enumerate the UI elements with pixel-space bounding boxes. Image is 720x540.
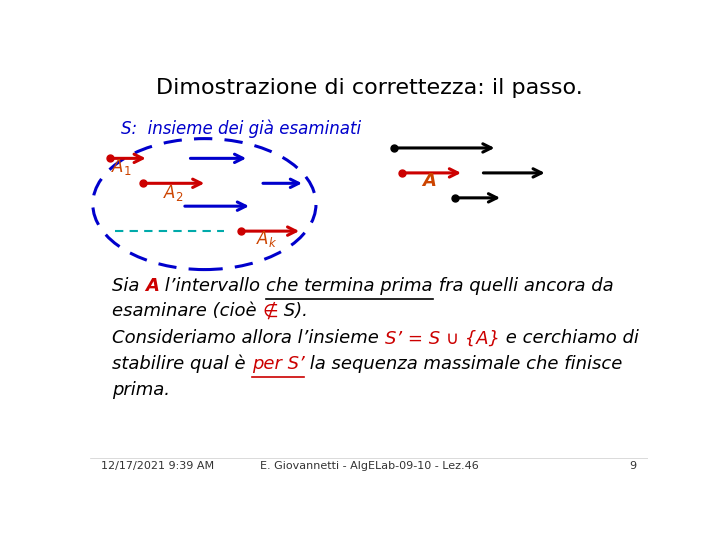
Text: la sequenza massimale che finisce: la sequenza massimale che finisce: [305, 355, 623, 373]
Text: A: A: [145, 278, 159, 295]
Text: prima.: prima.: [112, 381, 171, 399]
Text: A: A: [422, 172, 436, 190]
Text: Sia: Sia: [112, 278, 145, 295]
Text: 9: 9: [630, 462, 637, 471]
Text: esaminare (cioè: esaminare (cioè: [112, 302, 263, 320]
Text: Dimostrazione di correttezza: il passo.: Dimostrazione di correttezza: il passo.: [156, 78, 582, 98]
Text: per S’: per S’: [252, 355, 305, 373]
Text: stabilire qual è: stabilire qual è: [112, 355, 252, 373]
Text: $A_2$: $A_2$: [163, 183, 183, 203]
Text: Consideriamo allora l’insieme: Consideriamo allora l’insieme: [112, 329, 385, 347]
Text: S’ = S ∪ {A}: S’ = S ∪ {A}: [385, 329, 500, 347]
Text: $A_k$: $A_k$: [256, 230, 278, 249]
Text: ∉: ∉: [263, 302, 279, 320]
Text: E. Giovannetti - AlgELab-09-10 - Lez.46: E. Giovannetti - AlgELab-09-10 - Lez.46: [260, 462, 478, 471]
Text: l’intervallo: l’intervallo: [159, 278, 266, 295]
Text: S).: S).: [279, 302, 308, 320]
Text: e cerchiamo di: e cerchiamo di: [500, 329, 639, 347]
Text: che termina prima: che termina prima: [266, 278, 433, 295]
Text: 12/17/2021 9:39 AM: 12/17/2021 9:39 AM: [101, 462, 215, 471]
Text: S:  insieme dei già esaminati: S: insieme dei già esaminati: [121, 120, 361, 138]
Text: $A_1$: $A_1$: [111, 157, 132, 177]
Text: fra quelli ancora da: fra quelli ancora da: [433, 278, 613, 295]
